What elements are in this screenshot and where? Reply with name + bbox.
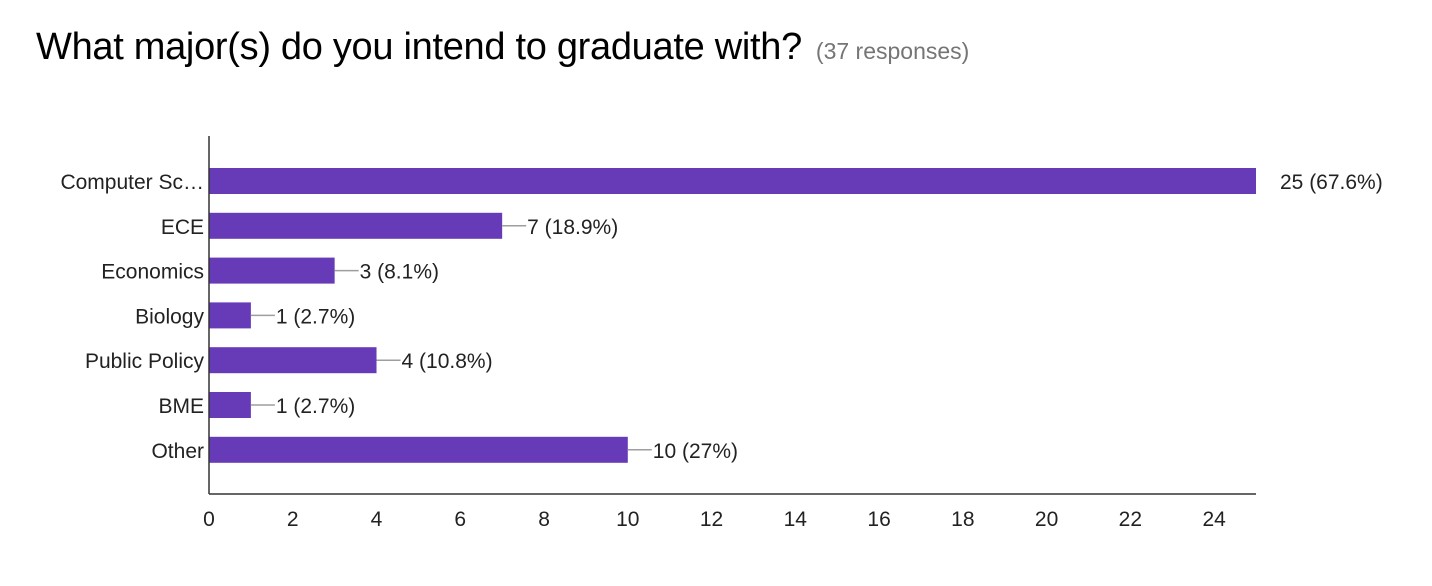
category-label: Computer Sc… — [60, 171, 204, 194]
x-tick-label: 2 — [287, 508, 299, 531]
x-tick-label: 18 — [951, 508, 974, 531]
category-label: ECE — [161, 216, 204, 239]
x-tick-label: 22 — [1119, 508, 1142, 531]
bar — [209, 212, 503, 239]
data-label: 1 (2.7%) — [276, 395, 355, 418]
chart-header: What major(s) do you intend to graduate … — [36, 26, 969, 69]
data-label: 1 (2.7%) — [276, 305, 355, 328]
bar — [209, 347, 377, 374]
bar — [209, 436, 628, 463]
x-tick-label: 0 — [203, 508, 215, 531]
category-label: Economics — [101, 261, 204, 284]
data-label: 7 (18.9%) — [527, 216, 618, 239]
x-tick-label: 4 — [371, 508, 383, 531]
data-label: 10 (27%) — [653, 440, 738, 463]
x-tick-label: 6 — [454, 508, 466, 531]
x-tick-label: 16 — [867, 508, 890, 531]
bar — [209, 392, 251, 418]
data-label: 4 (10.8%) — [402, 350, 493, 373]
bar — [209, 168, 1256, 194]
category-label: Other — [151, 440, 204, 463]
chart-title: What major(s) do you intend to graduate … — [36, 26, 802, 68]
data-label: 3 (8.1%) — [360, 261, 439, 284]
category-label: Biology — [135, 305, 204, 328]
x-tick-label: 20 — [1035, 508, 1058, 531]
bar — [209, 302, 251, 329]
x-tick-label: 12 — [700, 508, 723, 531]
bar — [209, 257, 335, 284]
category-label: Public Policy — [85, 350, 205, 373]
category-label: BME — [158, 395, 204, 418]
data-label: 25 (67.6%) — [1280, 171, 1383, 194]
x-tick-label: 8 — [538, 508, 550, 531]
x-tick-label: 14 — [784, 508, 808, 531]
x-tick-label: 24 — [1202, 508, 1226, 531]
x-tick-label: 10 — [616, 508, 639, 531]
response-count: (37 responses) — [815, 38, 970, 64]
